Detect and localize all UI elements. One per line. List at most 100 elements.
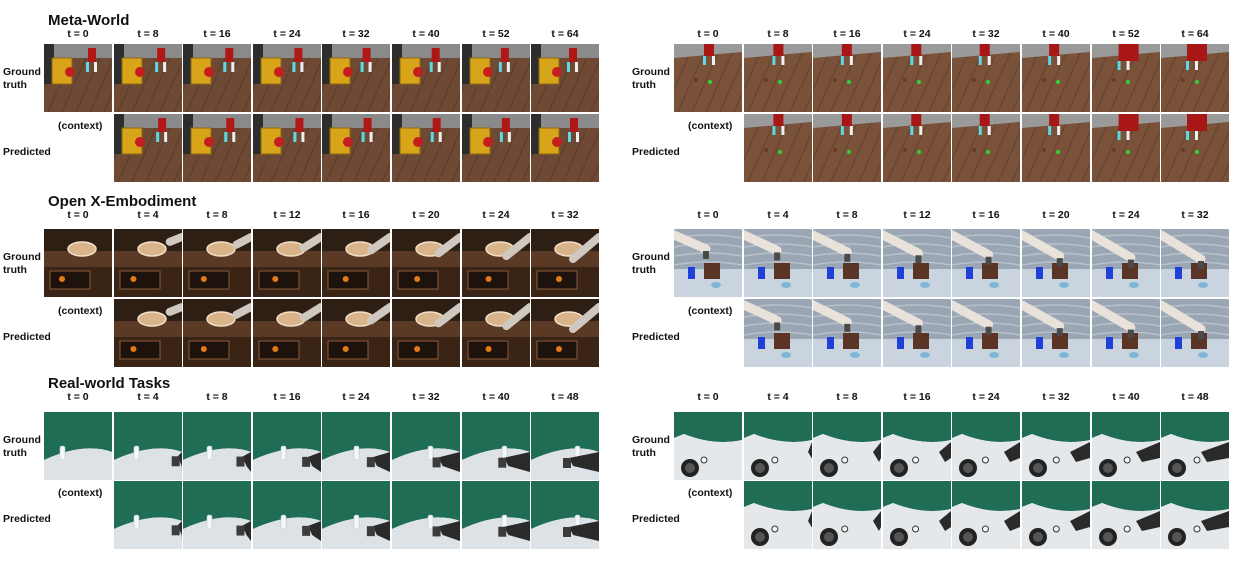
time-label: t = 32 [412,391,440,403]
time-label: t = 40 [1042,28,1070,40]
context-label: (context) [688,487,733,499]
predicted-frame [813,114,881,182]
ground-truth-frame [392,229,460,297]
ground-truth-label-line1: Ground [3,251,41,263]
predicted-frame [531,114,599,182]
time-label: t = 24 [273,28,301,40]
time-label: t = 48 [551,391,579,403]
time-label: t = 4 [767,209,789,221]
ground-truth-frame [1161,229,1229,297]
ground-truth-frame [952,412,1020,480]
time-label: t = 32 [1181,209,1209,221]
predicted-label: Predicted [632,331,680,343]
ground-truth-label: Ground truth [3,434,41,460]
ground-truth-frame [744,412,812,480]
predicted-frame [392,299,460,367]
time-label: t = 40 [482,391,510,403]
ground-truth-frame [1161,412,1229,480]
ground-truth-frame [322,229,390,297]
ground-truth-frame [114,44,182,112]
ground-truth-label-line1: Ground [632,434,670,446]
ground-truth-frame [462,44,530,112]
time-label: t = 16 [903,391,931,403]
ground-truth-frame [1092,229,1160,297]
ground-truth-label-line2: truth [3,447,27,459]
ground-truth-label: Ground truth [3,251,41,277]
ground-truth-frame [322,412,390,480]
predicted-frame [883,299,951,367]
time-label: t = 40 [1112,391,1140,403]
predicted-frame [1092,481,1160,549]
predicted-frame [744,481,812,549]
ground-truth-frame [183,412,251,480]
section-title: Open X-Embodiment [48,193,197,210]
time-label: t = 16 [833,28,861,40]
predicted-frame [462,299,530,367]
time-label: t = 52 [1112,28,1140,40]
ground-truth-frame [44,229,112,297]
ground-truth-frame [744,229,812,297]
ground-truth-frame [253,412,321,480]
predicted-frame [952,481,1020,549]
ground-truth-frame [392,412,460,480]
predicted-frame [531,481,599,549]
time-label: t = 16 [273,391,301,403]
time-label: t = 8 [836,209,858,221]
ground-truth-frame [392,44,460,112]
time-label: t = 32 [1042,391,1070,403]
ground-truth-label-line1: Ground [3,434,41,446]
time-label: t = 8 [137,28,159,40]
predicted-frame [1022,114,1090,182]
ground-truth-frame [674,412,742,480]
ground-truth-frame [813,229,881,297]
time-label: t = 4 [137,209,159,221]
time-label: t = 24 [903,28,931,40]
predicted-frame [322,481,390,549]
section-title: Meta-World [48,12,130,29]
time-label: t = 16 [972,209,1000,221]
predicted-frame [253,114,321,182]
ground-truth-frame [531,412,599,480]
ground-truth-frame [253,229,321,297]
predicted-label: Predicted [632,146,680,158]
ground-truth-label-line1: Ground [3,66,41,78]
ground-truth-frame [531,44,599,112]
time-label: t = 40 [412,28,440,40]
ground-truth-frame [1022,412,1090,480]
predicted-label: Predicted [3,146,51,158]
predicted-frame [322,114,390,182]
time-label: t = 20 [1042,209,1070,221]
ground-truth-label: Ground truth [3,66,41,92]
predicted-label: Predicted [3,331,51,343]
predicted-frame [883,114,951,182]
ground-truth-frame [531,229,599,297]
time-label: t = 0 [67,209,89,221]
ground-truth-label-line1: Ground [632,66,670,78]
time-label: t = 12 [273,209,301,221]
predicted-frame [1022,299,1090,367]
ground-truth-frame [1161,44,1229,112]
ground-truth-label: Ground truth [632,66,670,92]
predicted-frame [392,481,460,549]
predicted-frame [183,299,251,367]
ground-truth-frame [813,412,881,480]
predicted-frame [744,114,812,182]
ground-truth-frame [813,44,881,112]
time-label: t = 32 [551,209,579,221]
ground-truth-frame [114,412,182,480]
predicted-frame [952,299,1020,367]
time-label: t = 64 [1181,28,1209,40]
predicted-frame [114,481,182,549]
time-label: t = 0 [697,28,719,40]
predicted-frame [1161,299,1229,367]
ground-truth-frame [462,412,530,480]
time-label: t = 0 [697,391,719,403]
ground-truth-frame [114,229,182,297]
ground-truth-frame [883,229,951,297]
predicted-frame [183,481,251,549]
predicted-frame [392,114,460,182]
predicted-label: Predicted [3,513,51,525]
ground-truth-label-line1: Ground [632,251,670,263]
ground-truth-label-line2: truth [632,264,656,276]
time-label: t = 0 [697,209,719,221]
